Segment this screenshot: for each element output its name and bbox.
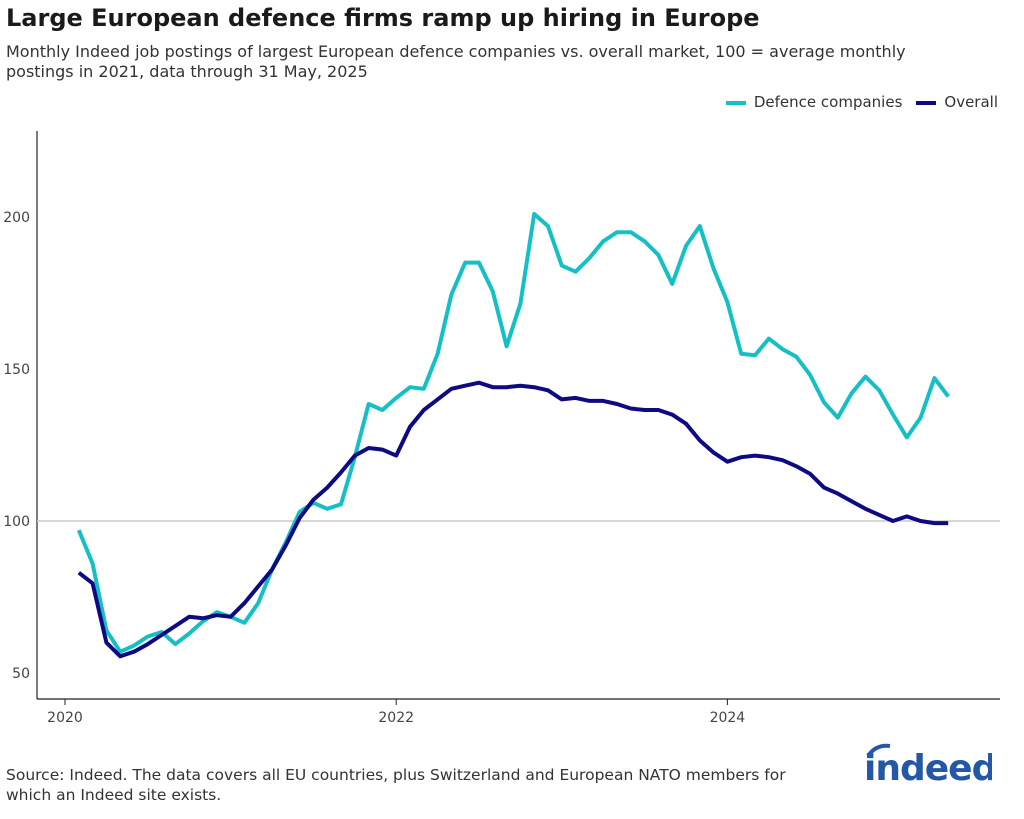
x-tick-label: 2020: [47, 710, 83, 726]
y-tick-label: 200: [3, 210, 30, 226]
legend-label: Overall: [944, 93, 998, 111]
x-tick-label: 2024: [710, 710, 746, 726]
svg-text:indeed: indeed: [864, 748, 992, 785]
chart-title: Large European defence firms ramp up hir…: [6, 4, 760, 32]
legend-swatch: [725, 100, 746, 105]
series-line-overall: [77, 380, 949, 659]
series-line-defence: [76, 212, 950, 654]
legend: Defence companies Overall: [725, 93, 998, 111]
legend-item-overall: Overall: [916, 93, 998, 111]
indeed-logo: indeed: [864, 743, 992, 785]
y-tick-label: 50: [12, 666, 30, 682]
x-tick-label: 2022: [378, 710, 414, 726]
legend-label: Defence companies: [753, 93, 903, 111]
chart-subtitle: Monthly Indeed job postings of largest E…: [6, 42, 906, 81]
legend-swatch: [916, 100, 937, 105]
source-note: Source: Indeed. The data covers all EU c…: [6, 766, 786, 804]
legend-item-defence: Defence companies: [725, 93, 903, 111]
y-tick-label: 150: [3, 362, 30, 378]
y-tick-label: 100: [3, 514, 30, 530]
